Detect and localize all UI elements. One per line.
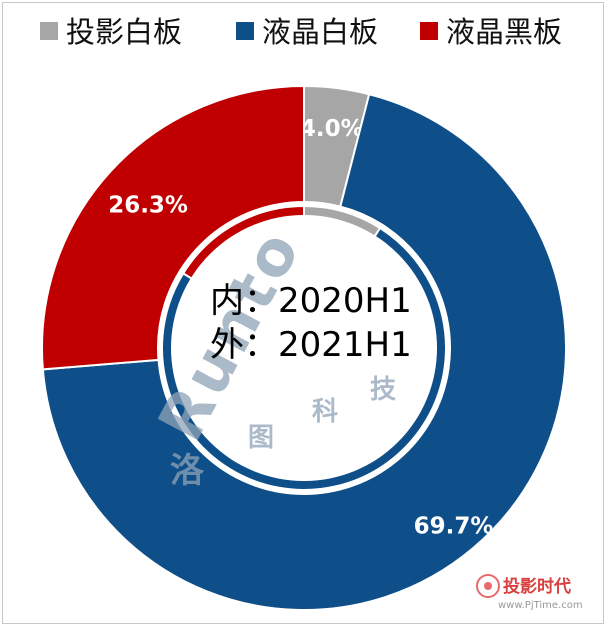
watermark-char: 技: [370, 375, 396, 405]
legend-swatch-0: [40, 22, 58, 40]
outer-ring: 4.0% 69.7% 26.3%: [41, 84, 567, 611]
outer-slice-label-2: 26.3%: [108, 192, 188, 218]
outer-slice-label-1: 69.7%: [414, 513, 494, 539]
logo-dot-icon: [484, 582, 492, 590]
logo-mark-icon: [476, 574, 500, 598]
center-label-outer: 外：2021H1: [210, 325, 412, 365]
legend-label-1: 液晶白板: [262, 15, 378, 49]
logo-name: 投影时代: [503, 576, 571, 597]
center-label-inner: 内：2020H1: [210, 281, 412, 321]
site-logo: 投影时代 www.PjTime.com: [476, 574, 583, 611]
watermark-char: 科: [312, 397, 338, 427]
legend-label-2: 液晶黑板: [446, 15, 562, 49]
outer-slice-2: [41, 84, 305, 371]
watermark-char: 图: [248, 423, 274, 453]
legend-swatch-1: [236, 22, 254, 40]
outer-slice-label-0: 4.0%: [300, 116, 364, 142]
logo-url: www.PjTime.com: [498, 600, 583, 611]
legend: 投影白板 液晶白板 液晶黑板: [40, 15, 562, 49]
outer-slice-1: [41, 93, 567, 611]
legend-label-0: 投影白板: [66, 15, 182, 49]
legend-swatch-2: [420, 22, 438, 40]
donut-hole: [171, 215, 437, 481]
watermark-char: 洛: [170, 451, 205, 491]
